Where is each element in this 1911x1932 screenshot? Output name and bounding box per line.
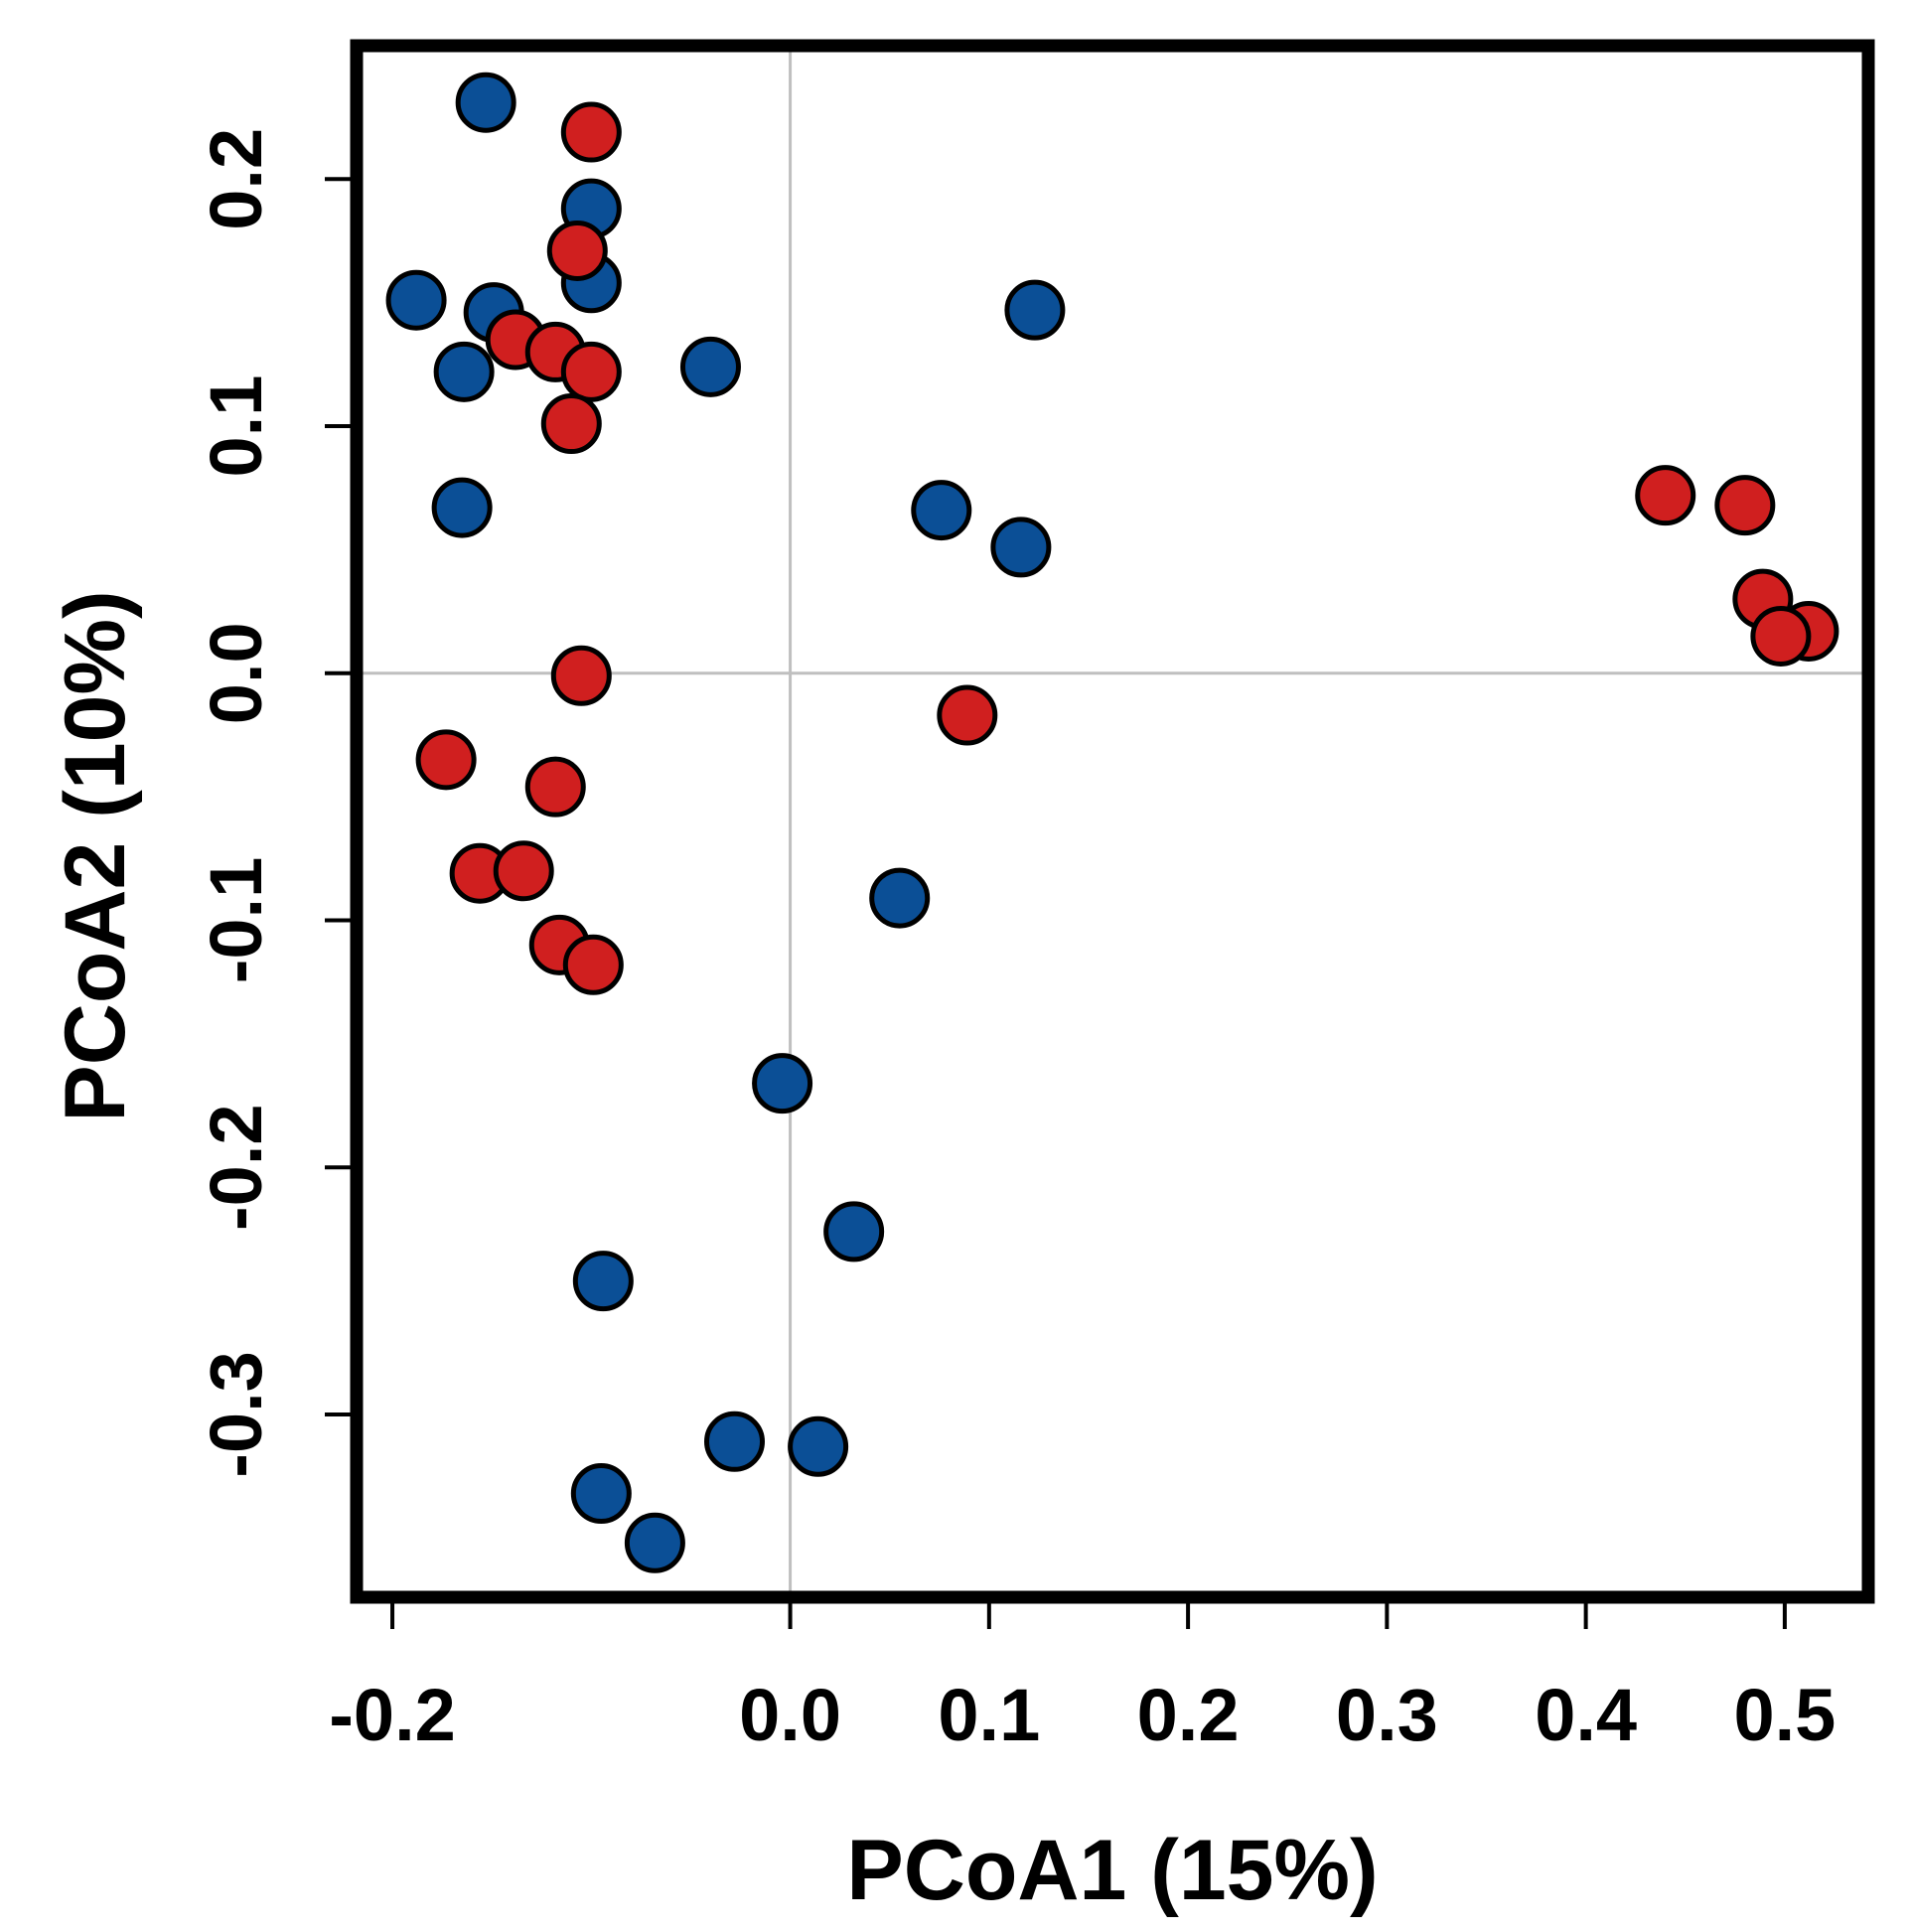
point-series-0-14 <box>572 1251 634 1312</box>
point-series-1-8 <box>415 729 477 791</box>
x-tick-label: 0.0 <box>739 1674 841 1756</box>
y-tick-label: 0.1 <box>195 375 277 478</box>
x-tick-label: 0.2 <box>1137 1674 1240 1756</box>
x-tick-label: 0.1 <box>938 1674 1040 1756</box>
point-series-0-0 <box>455 72 516 133</box>
point-series-1-11 <box>493 840 554 902</box>
point-series-0-17 <box>570 1463 632 1525</box>
point-series-1-18 <box>1750 605 1812 667</box>
point-series-1-7 <box>937 684 998 746</box>
point-series-1-4 <box>560 341 622 402</box>
x-axis-title: PCoA1 (15%) <box>846 1823 1378 1918</box>
point-series-0-7 <box>431 477 493 538</box>
point-series-0-16 <box>788 1415 849 1477</box>
point-series-1-5 <box>540 393 602 455</box>
point-series-1-13 <box>562 934 624 995</box>
point-series-0-15 <box>704 1411 765 1472</box>
point-series-0-6 <box>679 336 741 397</box>
point-series-1-14 <box>1635 465 1696 526</box>
point-series-1-0 <box>560 101 622 163</box>
y-axis: -0.3 -0.2 -0.1 0.0 0.1 0.2 <box>195 128 357 1478</box>
point-series-1-9 <box>524 756 586 817</box>
point-series-0-8 <box>1004 279 1066 341</box>
point-series-0-11 <box>869 867 931 929</box>
plot-frame <box>350 39 1875 1604</box>
point-series-1-6 <box>550 645 612 706</box>
point-series-1-15 <box>1714 475 1776 536</box>
point-series-0-10 <box>990 517 1052 578</box>
point-series-0-12 <box>752 1053 813 1115</box>
point-series-0-9 <box>911 480 972 541</box>
y-tick-label: -0.2 <box>195 1104 277 1231</box>
y-tick-label: 0.2 <box>195 128 277 230</box>
y-tick-label: 0.0 <box>195 622 277 724</box>
y-tick-label: -0.3 <box>195 1351 277 1478</box>
x-tick-label: 0.3 <box>1336 1674 1438 1756</box>
data-points <box>385 72 1839 1573</box>
point-series-0-18 <box>624 1512 685 1573</box>
y-axis-title: PCoA2 (10%) <box>48 590 143 1121</box>
point-series-1-1 <box>546 220 608 281</box>
x-tick-label: 0.5 <box>1733 1674 1836 1756</box>
y-tick-label: -0.1 <box>195 857 277 984</box>
x-tick-label: -0.2 <box>329 1674 456 1756</box>
point-series-0-13 <box>823 1201 885 1263</box>
x-axis: -0.2 0.0 0.1 0.2 0.3 0.4 0.5 <box>329 1597 1836 1756</box>
point-series-0-3 <box>385 269 447 331</box>
point-series-0-5 <box>433 341 495 402</box>
x-tick-label: 0.4 <box>1535 1674 1637 1756</box>
